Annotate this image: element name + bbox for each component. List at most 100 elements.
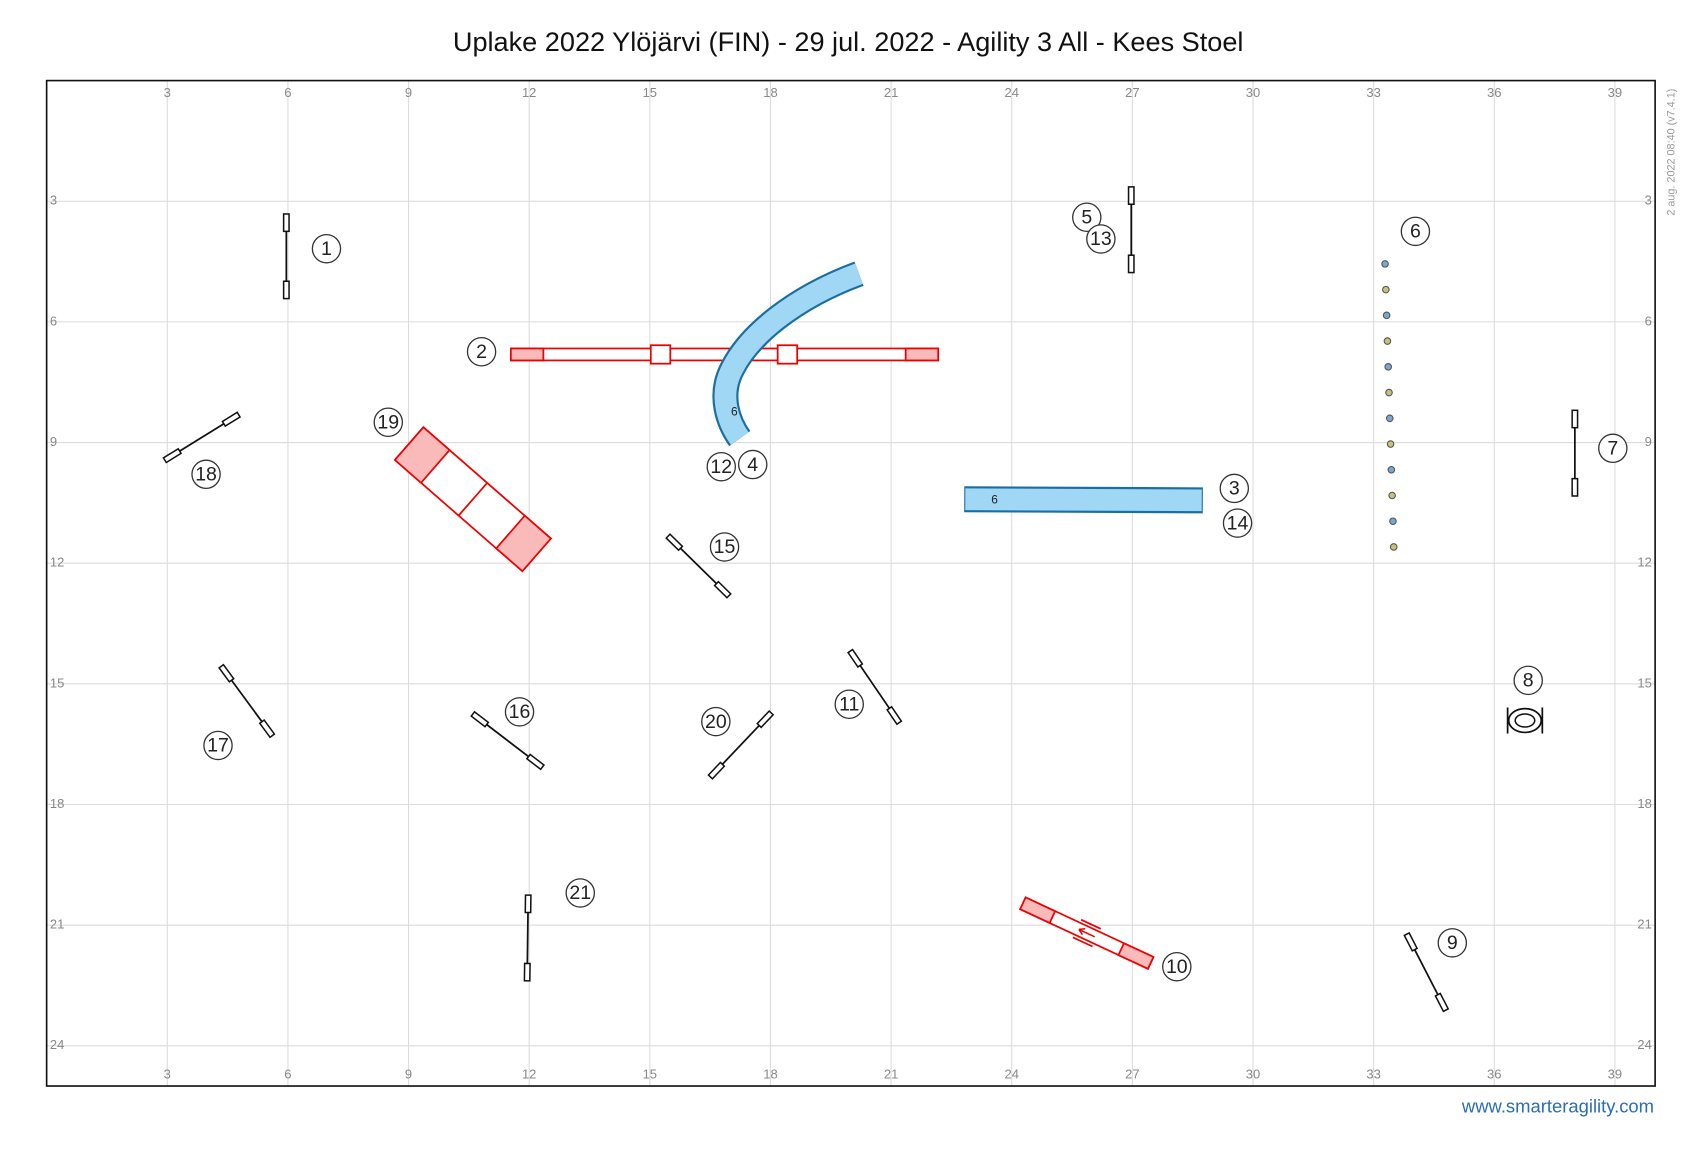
straight-tunnel — [964, 486, 1203, 514]
jump — [218, 663, 276, 739]
jump — [707, 709, 775, 780]
x-tick-label: 9 — [405, 1067, 412, 1082]
x-tick-label: 27 — [1125, 1067, 1139, 1082]
weave-pole — [1382, 311, 1391, 320]
number-badge — [834, 689, 865, 719]
jump-wing — [1571, 409, 1579, 429]
jump-wing — [258, 719, 276, 739]
jump-wing — [523, 962, 531, 982]
x-tick-label: 15 — [643, 85, 657, 100]
jump-wing — [221, 411, 242, 428]
obstacle-number: 15 — [714, 536, 736, 558]
y-tick-label: 3 — [1645, 193, 1652, 208]
obstacle-number: 20 — [705, 711, 727, 733]
weave-pole — [1383, 337, 1392, 345]
obstacle-number: 8 — [1523, 670, 1534, 692]
x-tick-label: 24 — [1004, 1067, 1018, 1082]
jump-wing — [707, 761, 726, 780]
weave-pole — [1386, 440, 1395, 448]
x-tick-label: 3 — [164, 85, 171, 100]
jump — [162, 411, 242, 464]
weave-pole — [1381, 260, 1389, 268]
number-badge — [203, 730, 233, 761]
obstacle-number: 21 — [569, 882, 591, 904]
obstacle-number: 18 — [195, 464, 217, 486]
jump — [847, 648, 903, 726]
y-tick-label: 6 — [50, 313, 57, 328]
obstacle-number: 19 — [377, 411, 399, 433]
y-tick-label: 3 — [50, 193, 57, 208]
weave-pole — [1385, 414, 1394, 423]
jump-wing — [525, 753, 546, 771]
obstacle-number: 11 — [839, 693, 859, 715]
number-badge — [191, 459, 221, 490]
jump — [1127, 186, 1135, 274]
obstacle-number: 1 — [321, 238, 332, 260]
a-frame — [393, 426, 553, 573]
tunnel-length: 6 — [731, 405, 738, 419]
jump-wing — [162, 447, 183, 464]
x-tick-label: 6 — [284, 85, 291, 100]
y-tick-label: 21 — [50, 917, 64, 932]
number-badge — [1072, 202, 1102, 232]
jump — [523, 894, 532, 982]
y-tick-label: 9 — [1645, 434, 1652, 449]
y-tick-label: 15 — [1637, 675, 1651, 690]
jump-wing — [1434, 992, 1450, 1013]
jump — [665, 533, 732, 599]
jump-wing — [1127, 254, 1135, 274]
number-badge — [1513, 665, 1543, 696]
number-badge — [1219, 473, 1250, 504]
number-badge — [1437, 928, 1468, 958]
jump-wing — [665, 533, 684, 552]
y-tick-label: 15 — [50, 675, 64, 690]
x-tick-label: 33 — [1366, 1067, 1380, 1082]
y-tick-label: 12 — [50, 555, 64, 570]
footer-link[interactable]: www.smarteragility.com — [1461, 1096, 1654, 1117]
number-badge — [504, 697, 535, 727]
jump — [1403, 931, 1450, 1013]
number-badge — [1086, 224, 1116, 254]
jump-wing — [470, 710, 490, 728]
number-badge — [737, 449, 768, 480]
jump — [282, 213, 290, 300]
y-tick-label: 24 — [1637, 1037, 1651, 1052]
obstacle-number: 10 — [1166, 956, 1188, 978]
number-badge — [1598, 433, 1628, 464]
obstacle-number: 16 — [509, 701, 531, 723]
obstacle-number: 9 — [1447, 932, 1458, 954]
number-badge — [709, 532, 740, 562]
x-tick-label: 39 — [1608, 85, 1622, 100]
weave-pole — [1384, 363, 1393, 371]
weave-pole — [1385, 388, 1393, 397]
obstacle-number: 3 — [1229, 478, 1240, 500]
number-badge — [701, 706, 731, 737]
y-tick-label: 18 — [1637, 796, 1651, 811]
jump — [1571, 409, 1579, 497]
obstacle-number: 2 — [476, 341, 487, 363]
jump — [470, 710, 546, 771]
number-badge — [1162, 951, 1192, 982]
obstacle-number: 4 — [747, 454, 758, 476]
obstacle-number: 5 — [1081, 206, 1092, 228]
jump-wing — [756, 709, 775, 729]
number-badge — [1222, 508, 1253, 538]
y-tick-label: 9 — [50, 434, 57, 449]
jump-wing — [886, 705, 903, 726]
x-tick-label: 27 — [1125, 85, 1139, 100]
jump-wing — [1403, 931, 1419, 952]
weave-pole — [1387, 465, 1396, 474]
obstacle-number: 13 — [1090, 228, 1112, 250]
field-border — [45, 79, 1656, 1087]
x-tick-label: 15 — [643, 1067, 657, 1082]
x-tick-label: 3 — [164, 1067, 171, 1082]
obstacle-number: 12 — [710, 456, 732, 478]
weave-pole — [1382, 285, 1390, 294]
jump-wing — [282, 213, 290, 233]
x-tick-label: 18 — [763, 1067, 777, 1082]
y-tick-label: 12 — [1637, 555, 1651, 570]
x-tick-label: 36 — [1487, 1067, 1501, 1082]
y-tick-label: 24 — [50, 1037, 64, 1052]
